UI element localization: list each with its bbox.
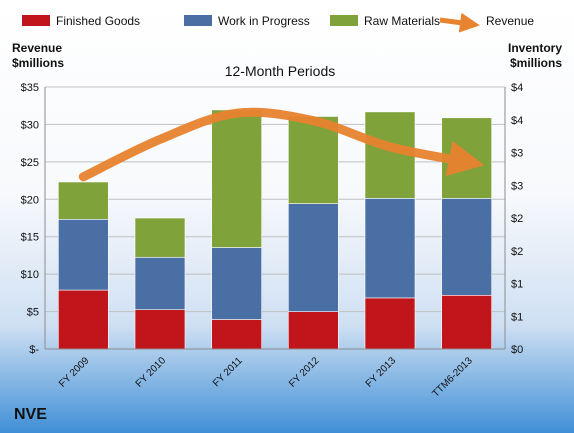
right-tick-label: $3	[511, 148, 523, 160]
left-tick-label: $30	[21, 119, 39, 131]
legend-label: Work in Progress	[218, 14, 310, 28]
right-tick-label: $4	[511, 82, 523, 94]
legend-label: Finished Goods	[56, 14, 140, 28]
right-tick-label: $1	[511, 311, 523, 323]
right-tick-label: $1	[511, 279, 523, 291]
bar-segment	[211, 109, 262, 248]
right-tick-label: $2	[511, 246, 523, 258]
bar-segment	[134, 217, 186, 258]
bar-segment	[288, 311, 339, 350]
legend: Finished Goods Work in Progress Raw Materi…	[22, 12, 534, 33]
company-label: NVE	[14, 406, 47, 423]
bar-segment	[441, 198, 492, 296]
left-tick-label: $35	[21, 82, 39, 94]
bar-segment	[58, 181, 109, 220]
left-tick-label: $25	[21, 157, 39, 169]
legend-label: Raw Materials	[364, 14, 440, 28]
left-axis-label-line1: Revenue	[12, 41, 62, 55]
left-tick-label: $20	[21, 194, 39, 206]
legend-swatch	[184, 15, 212, 26]
bars	[58, 109, 492, 350]
bar-segment	[58, 289, 109, 350]
bar-segment	[211, 319, 262, 350]
bar-segment	[58, 219, 109, 291]
left-tick-label: $5	[27, 307, 39, 319]
legend-swatch	[22, 15, 50, 26]
bar-segment	[134, 309, 186, 350]
right-tick-label: $4	[511, 115, 523, 127]
right-axis-label-line2: $millions	[510, 56, 562, 70]
right-tick-label: $0	[511, 344, 523, 356]
legend-label: Revenue	[486, 14, 534, 28]
left-tick-label: $15	[21, 232, 39, 244]
right-tick-label: $3	[511, 180, 523, 192]
left-tick-label: $-	[29, 344, 39, 356]
bar-segment	[364, 297, 416, 350]
bar-segment	[364, 198, 416, 299]
revenue-line	[78, 107, 485, 182]
bar-segment	[211, 247, 262, 320]
bar-segment	[288, 203, 339, 312]
right-tick-label: $2	[511, 213, 523, 225]
bar-segment	[134, 256, 186, 310]
right-axis-label-line1: Inventory	[508, 41, 562, 55]
revenue-line-group	[78, 107, 485, 182]
bar-segment	[288, 116, 339, 204]
legend-arrow-icon	[439, 12, 480, 33]
chart-title: 12-Month Periods	[225, 63, 336, 79]
bar-segment	[441, 294, 492, 350]
left-tick-label: $10	[21, 269, 39, 281]
legend-swatch	[330, 15, 358, 26]
left-axis-label-line2: $millions	[12, 56, 64, 70]
